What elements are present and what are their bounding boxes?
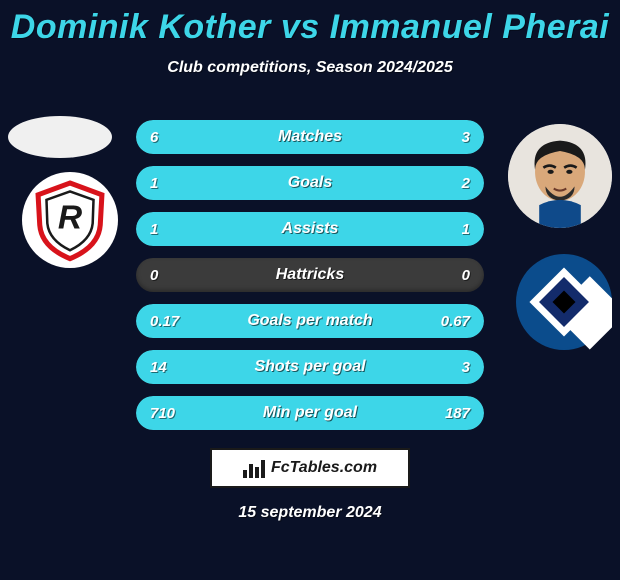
svg-text:R: R xyxy=(58,199,83,236)
stat-label: Assists xyxy=(136,220,484,238)
stat-row: 0.170.67Goals per match xyxy=(136,304,484,338)
stat-row: 710187Min per goal xyxy=(136,396,484,430)
stat-row: 00Hattricks xyxy=(136,258,484,292)
stat-label: Goals per match xyxy=(136,312,484,330)
stat-label: Matches xyxy=(136,128,484,146)
brand-bars-icon xyxy=(243,458,265,478)
subtitle: Club competitions, Season 2024/2025 xyxy=(0,59,620,77)
stat-row: 63Matches xyxy=(136,120,484,154)
stat-label: Min per goal xyxy=(136,404,484,422)
page-title: Dominik Kother vs Immanuel Pherai xyxy=(0,0,620,47)
stats-panel: 63Matches 12Goals 11Assists 00Hattricks 0.17… xyxy=(136,120,484,442)
stat-row: 11Assists xyxy=(136,212,484,246)
club-left-crest-icon: R xyxy=(28,178,112,262)
club-right-logo xyxy=(516,254,612,350)
player-right-avatar xyxy=(508,124,612,228)
brand-label: FcTables.com xyxy=(271,459,377,477)
club-right-crest-icon xyxy=(516,254,612,350)
club-left-logo: R xyxy=(22,172,118,268)
face-icon xyxy=(508,124,612,228)
stat-row: 12Goals xyxy=(136,166,484,200)
date-label: 15 september 2024 xyxy=(0,504,620,522)
stat-row: 143Shots per goal xyxy=(136,350,484,384)
comparison-container: Dominik Kother vs Immanuel Pherai Club c… xyxy=(0,0,620,580)
stat-label: Goals xyxy=(136,174,484,192)
stat-label: Shots per goal xyxy=(136,358,484,376)
stat-label: Hattricks xyxy=(136,266,484,284)
brand-box[interactable]: FcTables.com xyxy=(210,448,410,488)
player-left-avatar xyxy=(8,116,112,158)
